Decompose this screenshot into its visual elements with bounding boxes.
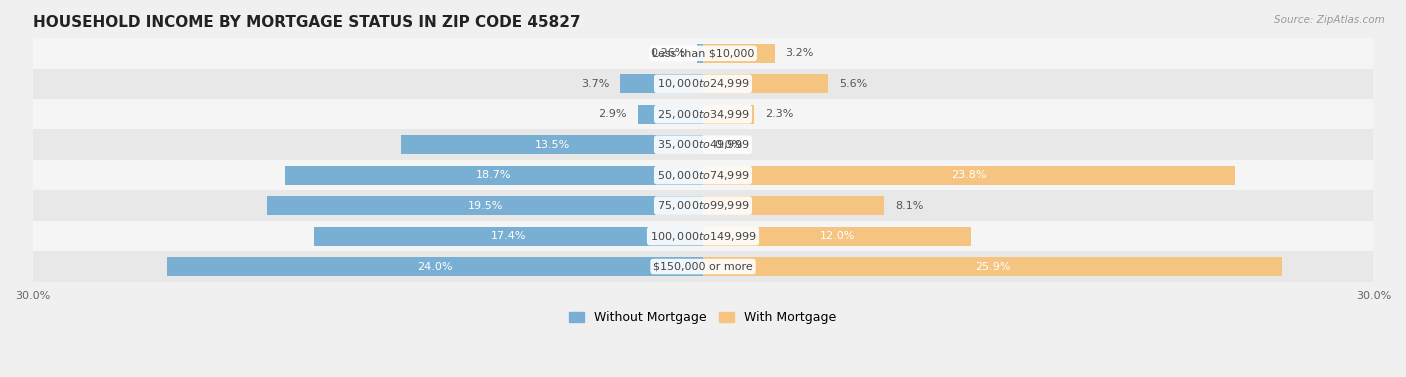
Text: 2.9%: 2.9%: [599, 109, 627, 119]
Bar: [32, 129, 1374, 160]
Text: 23.8%: 23.8%: [952, 170, 987, 180]
Text: 12.0%: 12.0%: [820, 231, 855, 241]
Text: $150,000 or more: $150,000 or more: [654, 262, 752, 271]
Bar: [32, 190, 1374, 221]
Bar: [32, 160, 1374, 190]
Bar: [32, 221, 1374, 251]
Text: $35,000 to $49,999: $35,000 to $49,999: [657, 138, 749, 151]
Text: HOUSEHOLD INCOME BY MORTGAGE STATUS IN ZIP CODE 45827: HOUSEHOLD INCOME BY MORTGAGE STATUS IN Z…: [32, 15, 581, 30]
Bar: [32, 69, 1374, 99]
Bar: [267, 196, 703, 215]
Text: 2.3%: 2.3%: [766, 109, 794, 119]
Bar: [638, 105, 703, 124]
Text: $75,000 to $99,999: $75,000 to $99,999: [657, 199, 749, 212]
Bar: [703, 44, 775, 63]
Text: Less than $10,000: Less than $10,000: [652, 48, 754, 58]
Bar: [697, 44, 703, 63]
Bar: [32, 251, 1374, 282]
Text: 8.1%: 8.1%: [896, 201, 924, 211]
Text: 17.4%: 17.4%: [491, 231, 526, 241]
Legend: Without Mortgage, With Mortgage: Without Mortgage, With Mortgage: [564, 306, 842, 329]
Text: 5.6%: 5.6%: [839, 79, 868, 89]
Bar: [401, 135, 703, 154]
Bar: [620, 74, 703, 93]
Bar: [32, 99, 1374, 129]
Text: $25,000 to $34,999: $25,000 to $34,999: [657, 108, 749, 121]
Text: 24.0%: 24.0%: [418, 262, 453, 271]
Text: 18.7%: 18.7%: [477, 170, 512, 180]
Text: $100,000 to $149,999: $100,000 to $149,999: [650, 230, 756, 242]
Bar: [703, 105, 755, 124]
Bar: [167, 257, 703, 276]
Bar: [32, 38, 1374, 69]
Text: $50,000 to $74,999: $50,000 to $74,999: [657, 169, 749, 182]
Bar: [703, 257, 1282, 276]
Bar: [703, 74, 828, 93]
Bar: [314, 227, 703, 245]
Text: 19.5%: 19.5%: [467, 201, 503, 211]
Text: 0.26%: 0.26%: [651, 48, 686, 58]
Text: 3.7%: 3.7%: [581, 79, 609, 89]
Bar: [703, 166, 1234, 185]
Text: Source: ZipAtlas.com: Source: ZipAtlas.com: [1274, 15, 1385, 25]
Text: 0.0%: 0.0%: [714, 140, 742, 150]
Text: 13.5%: 13.5%: [534, 140, 569, 150]
Bar: [703, 196, 884, 215]
Text: 3.2%: 3.2%: [786, 48, 814, 58]
Bar: [703, 227, 972, 245]
Bar: [285, 166, 703, 185]
Text: 25.9%: 25.9%: [974, 262, 1010, 271]
Text: $10,000 to $24,999: $10,000 to $24,999: [657, 77, 749, 90]
